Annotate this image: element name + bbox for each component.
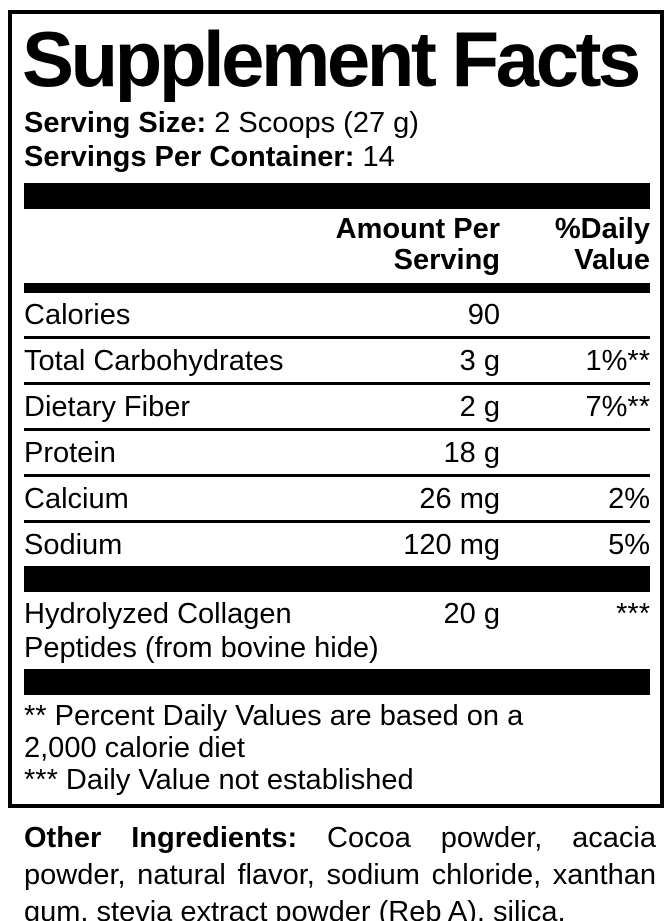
other-ingredients-label: Other Ingredients:: [24, 821, 298, 854]
footnotes: ** Percent Daily Values are based on a 2…: [24, 695, 650, 798]
nutrient-name: Total Carbohydrates: [24, 344, 284, 377]
panel-title: Supplement Facts: [22, 15, 641, 103]
nutrient-name: Calories: [24, 298, 131, 331]
nutrient-amount: 120 mg: [403, 528, 500, 561]
nutrient-name: Dietary Fiber: [24, 390, 190, 423]
nutrient-amount: 20 g: [443, 597, 500, 630]
other-ingredients-text: Cocoa powder, acacia powder, natural fla…: [24, 821, 657, 921]
nutrient-row-calories: Calories 90: [24, 293, 650, 339]
nutrient-dv: 5%: [608, 528, 650, 561]
nutrient-dv: ***: [616, 597, 650, 630]
divider-bar-header: [24, 282, 650, 293]
nutrient-row-dietary-fiber: Dietary Fiber 2 g 7%**: [24, 385, 650, 431]
nutrient-amount: 3 g: [459, 344, 500, 377]
supplement-facts-panel: Supplement Facts Serving Size: 2 Scoops …: [8, 10, 664, 808]
serving-size-value: 2 Scoops (27 g): [214, 106, 419, 139]
footnote-line: ** Percent Daily Values are based on a: [24, 699, 524, 732]
nutrient-row-hydrolyzed-collagen: Hydrolyzed Collagen 20 g *** Peptides (f…: [24, 592, 650, 669]
nutrient-name: Sodium: [24, 528, 123, 561]
collagen-line1: Hydrolyzed Collagen 20 g ***: [24, 597, 650, 631]
nutrient-dv: 7%**: [585, 390, 651, 423]
collagen-line2: Peptides (from bovine hide): [24, 631, 379, 664]
dv-header-line1: %Daily: [554, 212, 650, 245]
nutrient-amount: 26 mg: [419, 482, 500, 515]
nutrient-dv: 2%: [608, 482, 650, 515]
nutrient-amount: 2 g: [459, 390, 500, 423]
nutrient-name: Hydrolyzed Collagen: [24, 597, 292, 630]
footnote-line: 2,000 calorie diet: [24, 731, 245, 764]
nutrient-amount: 90: [467, 298, 500, 331]
divider-bar-bottom: [24, 668, 650, 695]
nutrient-row-calcium: Calcium 26 mg 2%: [24, 477, 650, 523]
column-headers: Amount Per Serving %Daily Value: [24, 209, 650, 283]
divider-bar-middle: [24, 565, 650, 592]
amount-header-line1: Amount Per: [335, 212, 500, 245]
nutrient-row-sodium: Sodium 120 mg 5%: [24, 523, 650, 566]
nutrient-name: Protein: [24, 436, 116, 469]
nutrient-amount: 18 g: [443, 436, 500, 469]
nutrient-dv: 1%**: [585, 344, 651, 377]
amount-per-serving-header: Amount Per Serving: [335, 212, 500, 276]
daily-value-header: %Daily Value: [500, 212, 650, 276]
nutrient-name: Calcium: [24, 482, 129, 515]
nutrient-row-protein: Protein 18 g: [24, 431, 650, 477]
serving-size-label: Serving Size:: [24, 106, 207, 139]
nutrient-row-total-carbohydrates: Total Carbohydrates 3 g 1%**: [24, 339, 650, 385]
dv-header-line2: Value: [574, 243, 650, 276]
servings-per-container-value: 14: [362, 140, 395, 173]
servings-per-container-line: Servings Per Container: 14: [24, 140, 650, 174]
footnote-line: *** Daily Value not established: [24, 763, 414, 796]
amount-header-line2: Serving: [393, 243, 500, 276]
other-ingredients: Other Ingredients: Cocoa powder, acacia …: [24, 820, 656, 921]
servings-per-container-label: Servings Per Container:: [24, 140, 355, 173]
serving-size-line: Serving Size: 2 Scoops (27 g): [24, 106, 650, 140]
divider-bar-top: [24, 182, 650, 209]
